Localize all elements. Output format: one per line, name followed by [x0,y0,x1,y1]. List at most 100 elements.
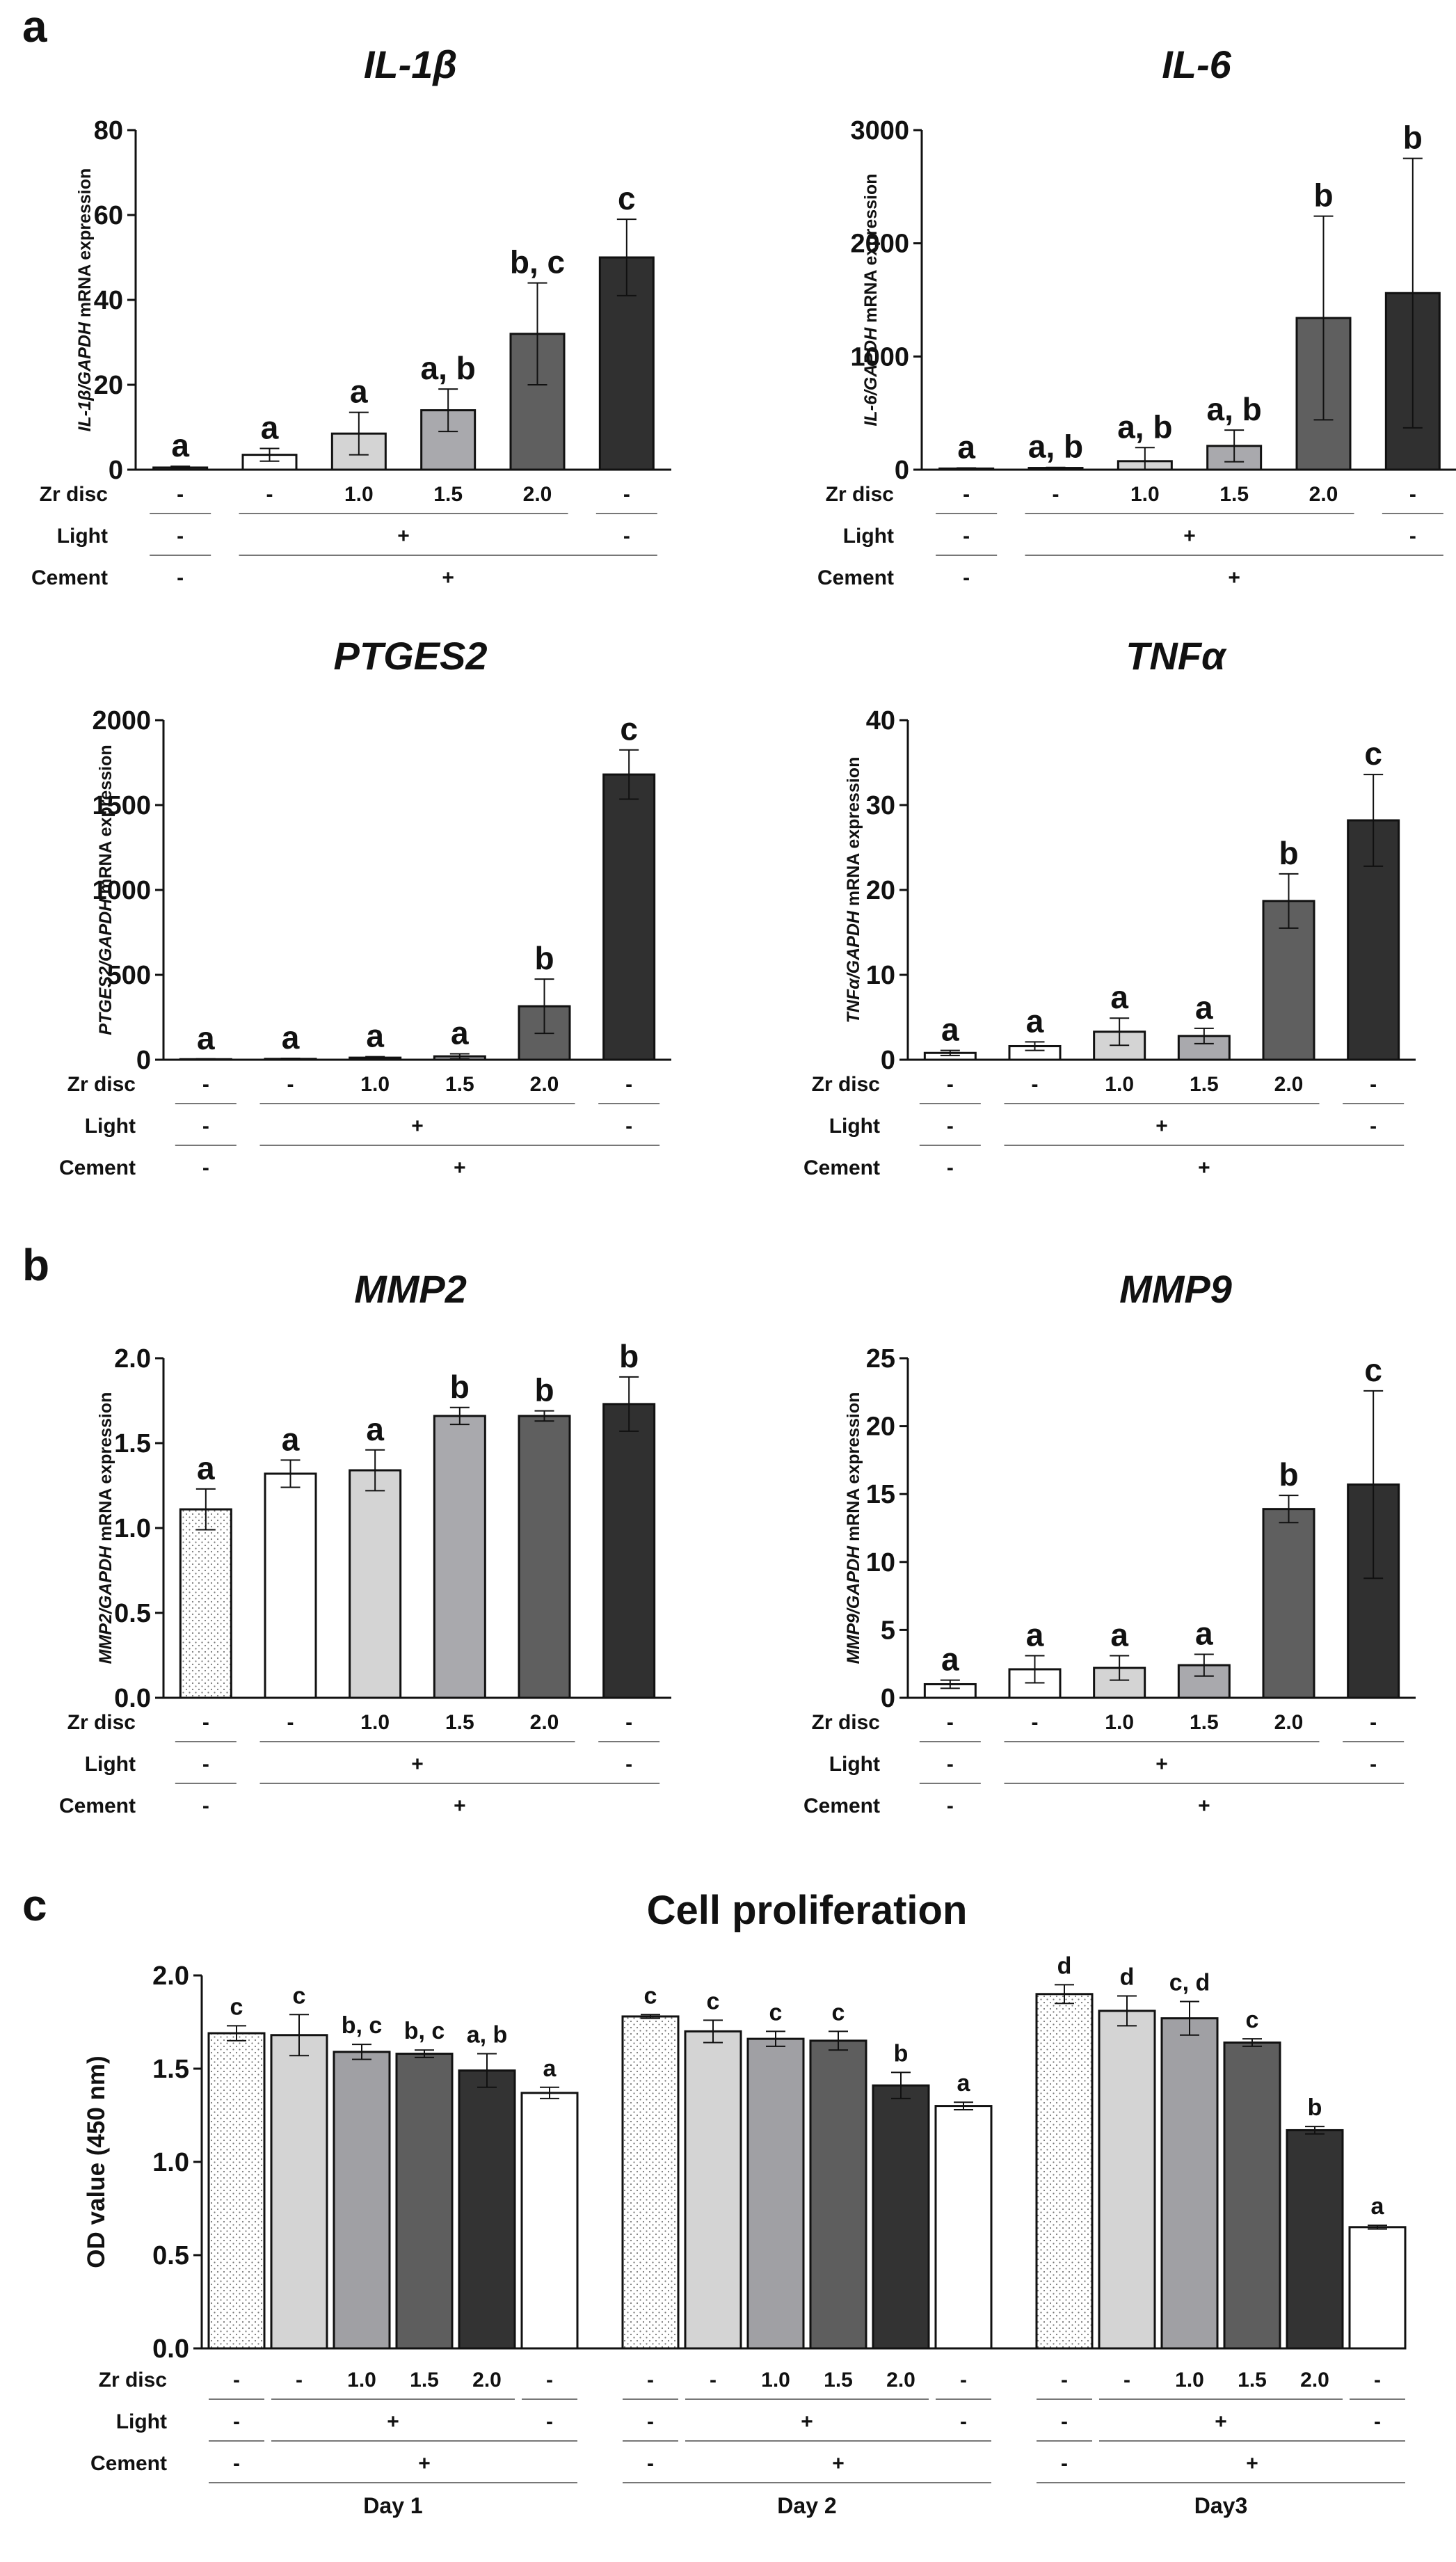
mmp9-ytick-label: 10 [866,1548,895,1577]
prolif-3-light-value: - [1061,2410,1068,2433]
mmp2-title: MMP2 [354,1267,467,1311]
prolif-2-bar [809,2039,867,2350]
mmp9-cement-value: - [947,1795,954,1817]
mmp2-zr-value: - [202,1711,209,1734]
prolif-3-cement-value: + [1246,2452,1258,2475]
prolif-3-zr-value: 1.0 [1175,2369,1204,2392]
il1b-row-label-zr-disc: Zr disc [40,483,108,506]
ptges2-light-value: + [411,1115,424,1138]
il1b-row-label-light: Light [57,525,108,548]
mmp2-bar [179,1508,232,1699]
il6-significance-label: a, b [1207,391,1262,427]
prolif-1-zr-value: 1.5 [410,2369,439,2392]
ptges2-cement-value: - [202,1156,209,1179]
tnfa-light-value: - [947,1115,954,1138]
il6-significance-label: b [1313,177,1333,214]
prolif-2-light-value: - [960,2410,967,2433]
mmp2-significance-label: b [450,1369,470,1405]
il6-significance-label: a [957,429,975,466]
prolif-ytick-label: 1.0 [152,2148,189,2177]
ptges2-significance-label: a [366,1018,384,1054]
mmp2-zr-value: 2.0 [530,1711,559,1734]
mmp2-significance-label: b [534,1372,554,1408]
mmp9-significance-label: b [1279,1456,1298,1493]
il6-light-value: - [1409,525,1416,548]
prolif-title: Cell proliferation [647,1888,968,1933]
ptges2-zr-value: - [287,1073,294,1096]
prolif-3-zr-value: - [1374,2369,1381,2392]
mmp2-ytick-label: 1.5 [114,1429,151,1458]
il6-row-label-light: Light [843,525,894,548]
tnfa-significance-label: a [1110,979,1128,1015]
il1b-ytick-label: 20 [94,371,123,400]
mmp9-zr-value: 1.0 [1105,1711,1134,1734]
il6-significance-label: a, b [1028,429,1083,465]
mmp9-bar [1262,1508,1315,1699]
mmp2-row-label-zr-disc: Zr disc [67,1711,136,1734]
chart-il1b: IL-1β IL-1β/GAPDH mRNA expression 0 20 40 60 8… [31,42,671,589]
prolif-2-bar [621,2015,680,2350]
mmp9-row-label-light: Light [829,1753,880,1776]
mmp9-row-label-zr-disc: Zr disc [812,1711,880,1734]
mmp2-y-axis-label: MMP2/GAPDH mRNA expression [96,1392,115,1664]
mmp2-zr-value: 1.5 [445,1711,474,1734]
mmp2-row-label-cement: Cement [59,1795,136,1817]
tnfa-y-axis-label: TNFα/GAPDH mRNA expression [844,757,863,1024]
prolif-1-zr-value: - [233,2369,240,2392]
prolif-2-significance-label: b [894,2040,909,2067]
prolif-3-cement-value: - [1061,2452,1068,2475]
il1b-title: IL-1β [364,42,457,86]
prolif-1-light-value: - [233,2410,240,2433]
mmp9-light-value: - [1370,1753,1377,1776]
il6-significance-label: a, b [1117,408,1172,445]
prolif-1-significance-label: c [293,1982,306,2009]
tnfa-row-label-light: Light [829,1115,880,1138]
prolif-3-bar [1035,1993,1094,2350]
mmp9-ytick-label: 25 [866,1344,895,1374]
mmp9-y-axis-label: MMP9/GAPDH mRNA expression [844,1392,863,1664]
il1b-light-value: - [623,525,630,548]
ptges2-ytick-label: 1500 [92,791,151,820]
prolif-1-significance-label: b, c [342,2012,383,2039]
tnfa-zr-value: - [1032,1073,1039,1096]
mmp2-cement-value: + [454,1795,466,1817]
mmp9-significance-label: a [1195,1616,1213,1652]
tnfa-significance-label: c [1364,735,1382,772]
prolif-2-light-value: + [801,2410,813,2433]
prolif-1-zr-value: - [296,2369,303,2392]
tnfa-ytick-label: 10 [866,961,895,990]
prolif-3-bar [1160,2017,1219,2350]
mmp9-significance-label: a [1110,1616,1128,1653]
il1b-cement-value: - [177,566,184,589]
prolif-2-zr-value: - [710,2369,717,2392]
mmp9-zr-value: - [1032,1711,1039,1734]
mmp9-significance-label: a [1026,1616,1044,1653]
il1b-significance-label: a [261,410,279,446]
tnfa-zr-value: 1.0 [1105,1073,1134,1096]
prolif-3-zr-value: - [1123,2369,1130,2392]
il1b-ylabel-housekeeping: GAPDH [75,321,95,385]
prolif-2-bar [684,2030,742,2350]
ptges2-significance-label: a [451,1015,469,1051]
il6-zr-value: - [1053,483,1059,506]
ptges2-title: PTGES2 [334,634,488,678]
il6-zr-value: 1.5 [1219,483,1249,506]
il6-ytick-label: 2000 [850,230,909,259]
mmp9-ytick-label: 20 [866,1413,895,1442]
il1b-ytick-label: 60 [94,201,123,230]
il6-light-value: + [1183,525,1196,548]
prolif-2-zr-value: 1.5 [824,2369,853,2392]
mmp9-light-value: + [1155,1753,1168,1776]
il6-cement-value: - [963,566,970,589]
tnfa-zr-value: - [947,1073,954,1096]
tnfa-cement-value: + [1198,1156,1210,1179]
prolif-ytick-label: 1.5 [152,2055,189,2084]
prolif-2-zr-value: - [647,2369,654,2392]
tnfa-significance-label: a [1026,1003,1044,1039]
prolif-2-significance-label: c [769,1999,783,2026]
mmp2-bar [264,1472,317,1699]
tnfa-zr-value: 1.5 [1190,1073,1219,1096]
mmp9-zr-value: 2.0 [1274,1711,1304,1734]
prolif-1-bar [270,2034,328,2350]
il1b-ytick-label: 80 [94,116,123,145]
